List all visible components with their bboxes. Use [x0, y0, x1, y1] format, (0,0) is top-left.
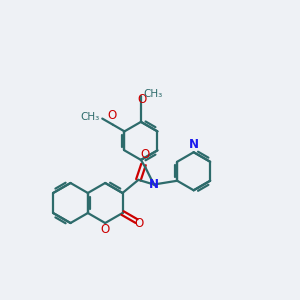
Text: CH₃: CH₃: [81, 112, 100, 122]
Text: O: O: [107, 110, 116, 122]
Text: O: O: [100, 223, 110, 236]
Text: O: O: [140, 148, 150, 161]
Text: N: N: [149, 178, 159, 191]
Text: N: N: [189, 138, 199, 151]
Text: CH₃: CH₃: [143, 89, 163, 100]
Text: O: O: [138, 93, 147, 106]
Text: O: O: [134, 217, 143, 230]
